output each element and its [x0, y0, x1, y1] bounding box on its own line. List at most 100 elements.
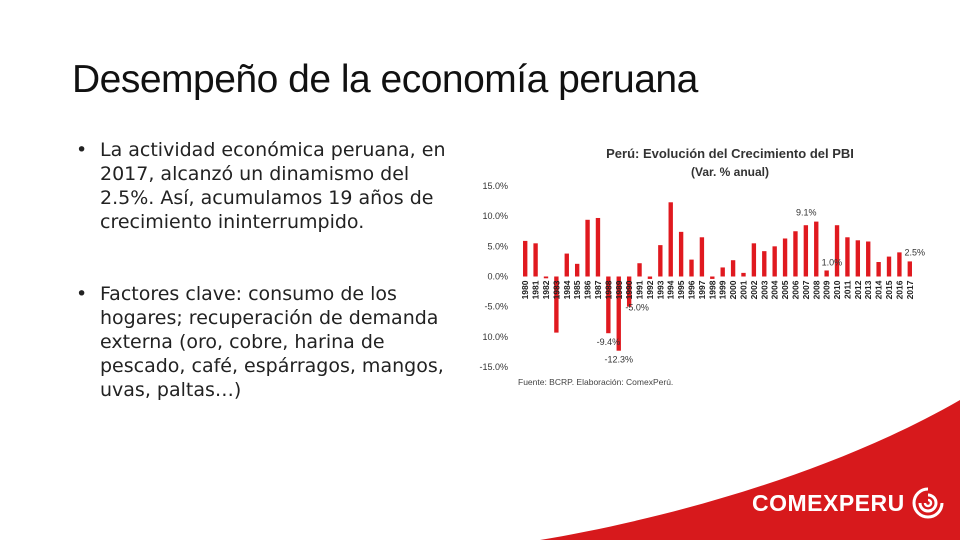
x-tick-label: 2012 [853, 280, 863, 299]
bar [814, 221, 819, 277]
comexperu-logo: COMEXPERU [752, 486, 945, 520]
y-tick-label: 15.0% [482, 181, 508, 191]
bar [855, 240, 861, 277]
bar [543, 276, 549, 279]
x-tick-label: 2011 [842, 280, 852, 299]
bar [710, 276, 715, 279]
logo-swirl-icon [912, 487, 944, 519]
bar [762, 251, 767, 277]
x-tick-label: 1993 [655, 280, 665, 299]
x-tick-label: 1986 [583, 280, 593, 299]
bar [834, 225, 840, 277]
bar [782, 238, 788, 277]
x-tick-label: 1980 [520, 280, 530, 299]
bar [886, 256, 892, 277]
bar [523, 240, 528, 277]
x-tick-label: 1989 [614, 280, 624, 299]
chart-title: Perú: Evolución del Crecimiento del PBI [606, 146, 854, 161]
x-tick-label: 2014 [874, 280, 884, 299]
bar [626, 276, 632, 307]
y-tick-label: -5.0% [484, 302, 508, 312]
x-tick-label: 1984 [562, 280, 572, 299]
x-tick-label: 1994 [666, 280, 676, 299]
bullet-marker: • [76, 139, 88, 161]
x-tick-label: 1992 [645, 280, 655, 299]
bar [907, 261, 912, 277]
x-tick-label: 1995 [676, 280, 686, 299]
x-tick-label: 1997 [697, 280, 707, 299]
x-tick-label: 1998 [707, 280, 717, 299]
bar [647, 276, 653, 279]
x-tick-label: 2013 [863, 280, 873, 299]
bar [824, 270, 829, 277]
chart-source: Fuente: BCRP. Elaboración: ComexPerú. [518, 377, 673, 387]
y-tick-label: -15.0% [479, 362, 508, 372]
y-tick-label: 0.0% [487, 272, 508, 282]
x-tick-label: 2003 [759, 280, 769, 299]
x-tick-label: 2004 [770, 280, 780, 299]
x-tick-label: 1988 [603, 280, 613, 299]
y-tick-label: 10.0% [482, 211, 508, 221]
chart-subtitle: (Var. % anual) [691, 165, 769, 179]
bar [595, 217, 601, 277]
x-tick-label: 2002 [749, 280, 759, 299]
bullet-text: La actividad económica peruana, en 2017,… [100, 139, 446, 233]
x-tick-label: 2009 [822, 280, 832, 299]
bar [772, 246, 777, 277]
bar [554, 276, 559, 333]
bar [689, 259, 694, 277]
bar [730, 260, 736, 277]
bar [668, 202, 673, 277]
x-tick-label: 1990 [624, 280, 634, 299]
x-tick-label: 1987 [593, 280, 603, 299]
x-tick-label: 1985 [572, 280, 582, 299]
gdp-growth-chart: Perú: Evolución del Crecimiento del PBI … [470, 138, 930, 388]
data-label: 2.5% [905, 247, 926, 257]
x-tick-label: 2000 [728, 280, 738, 299]
bar [585, 219, 590, 277]
bar [606, 276, 611, 334]
bar [564, 253, 569, 277]
x-tick-label: 2006 [790, 280, 800, 299]
bar [876, 262, 881, 277]
slide-title: Desempeño de la economía peruana [72, 58, 698, 101]
x-tick-label: 1983 [551, 280, 561, 299]
bullet-text: Factores clave: consumo de los hogares; … [100, 283, 444, 401]
brand-swoosh-shape [540, 400, 960, 540]
x-tick-label: 2001 [738, 280, 748, 299]
x-tick-label: 2005 [780, 280, 790, 299]
bar [741, 272, 746, 277]
bar [720, 267, 725, 277]
bar [533, 243, 538, 277]
bar [678, 231, 684, 277]
bar [616, 276, 621, 351]
bar [658, 245, 663, 277]
bar [897, 252, 902, 277]
bar [845, 237, 850, 277]
bullet-list: • La actividad económica peruana, en 201… [70, 138, 460, 402]
x-tick-label: 2017 [905, 280, 915, 299]
x-tick-label: 2016 [894, 280, 904, 299]
bar [699, 237, 705, 277]
x-tick-label: 2008 [811, 280, 821, 299]
y-tick-label: 5.0% [487, 241, 508, 251]
data-label: -9.4% [597, 337, 621, 347]
x-tick-label: 1999 [718, 280, 728, 299]
x-tick-label: 1996 [687, 280, 697, 299]
bar [866, 241, 871, 277]
logo-text: COMEXPERU [752, 489, 905, 516]
x-tick-label: 1991 [635, 280, 645, 299]
x-tick-label: 1981 [531, 280, 541, 299]
bullet-item: • Factores clave: consumo de los hogares… [70, 282, 460, 402]
x-tick-label: 2015 [884, 280, 894, 299]
bar [574, 263, 580, 277]
x-tick-label: 2007 [801, 280, 811, 299]
data-label: 1.0% [822, 257, 843, 267]
x-tick-label: 2010 [832, 280, 842, 299]
bullet-marker: • [76, 283, 88, 305]
bar [637, 263, 642, 277]
bar [793, 231, 798, 277]
chart-canvas: Perú: Evolución del Crecimiento del PBI … [479, 146, 926, 387]
bar [751, 243, 757, 277]
bar [803, 225, 809, 277]
